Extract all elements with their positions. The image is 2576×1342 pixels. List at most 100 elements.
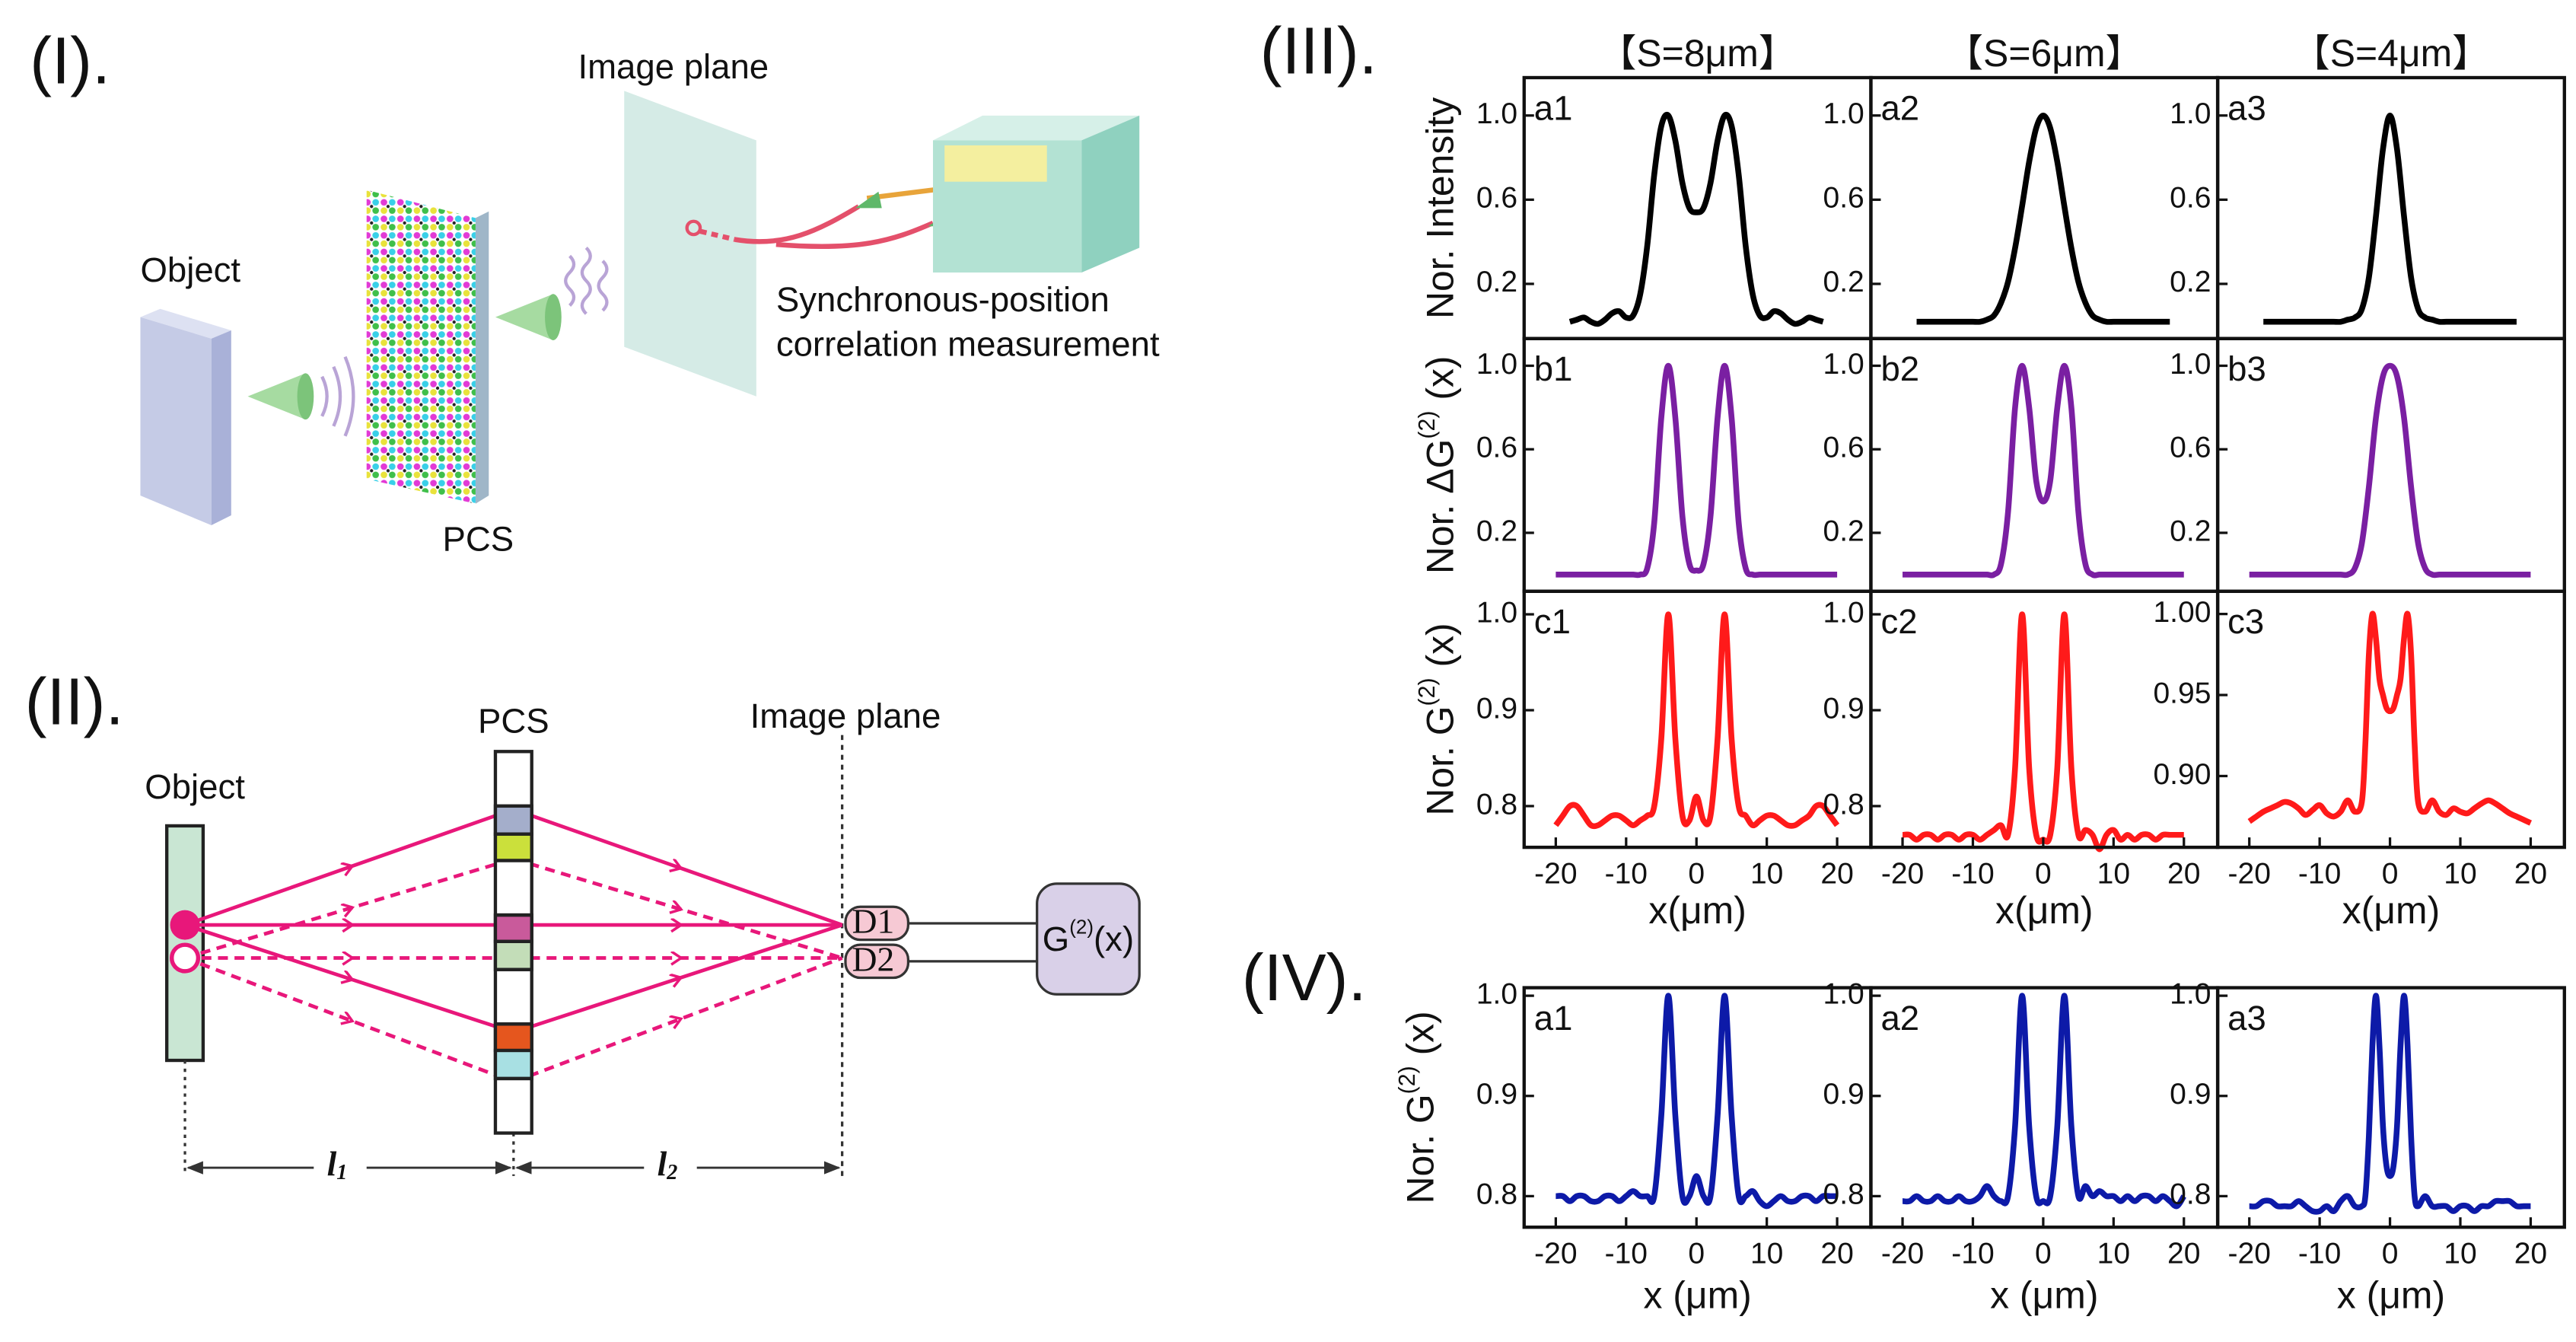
panel-label: (III). [1260,14,1377,88]
object-label: Object [140,250,240,289]
column-title: 【S=8μm】 [1598,32,1796,75]
wave [564,246,609,315]
y-axis-label-part: Nor. ΔG [1419,439,1462,575]
ray [513,923,843,1034]
panel-ii: (II). PCS Image plane Object [25,665,1141,1185]
plot-frame [1869,336,2220,593]
y-tick-label: 0.9 [2170,1078,2211,1111]
y-tick-label: 0.6 [1476,182,1517,215]
y-tick-label: 0.95 [2153,677,2211,709]
ray [513,857,843,960]
y-tick-label: 0.2 [1476,266,1517,298]
y-tick-label: 0.8 [1476,788,1517,821]
y-tick-label: 0.2 [2170,266,2211,298]
y-tick-label: 1.0 [2170,977,2211,1010]
curve [1555,993,1838,1210]
l-sub: 2 [666,1161,677,1184]
panel-label: c1 [1534,602,1571,641]
x-tick-label: 20 [1820,1237,1853,1270]
ray [184,923,514,1034]
panel-label: c2 [1880,602,1917,641]
pcs-column [493,750,533,1135]
x-axis-label: x (μm) [1643,1274,1751,1317]
image-plane-label: Image plane [750,697,941,735]
column-title: 【S=6μm】 [1945,32,2143,75]
fiber [775,220,935,250]
y-tick-label: 1.0 [1476,348,1517,381]
curve [1916,112,2170,325]
y-tick-label: 1.0 [2170,348,2211,381]
y-tick-label: 0.6 [2170,182,2211,215]
source-point [170,910,200,940]
x-tick-label: 20 [2167,857,2200,890]
y-axis-label-part: (x) [1419,355,1462,410]
y-tick-label: 0.8 [2170,1178,2211,1211]
y-tick-label: 1.0 [2170,97,2211,130]
panel-label: a3 [2227,88,2266,127]
panel-label: a2 [1880,999,1919,1038]
pcs-plate [366,190,476,504]
y-tick-label: 0.90 [2153,758,2211,791]
object-front [140,317,212,526]
object-label: Object [145,767,245,806]
wave [320,355,355,437]
y-tick-label: 1.0 [1476,97,1517,130]
curve [1902,611,2184,853]
plot-frame [1522,986,1873,1229]
measurement-label: Synchronous-position [776,280,1110,319]
x-axis-label: x (μm) [2337,1274,2445,1317]
plot-frame [1869,589,2220,850]
x-tick-label: -10 [1605,857,1648,890]
column-title: 【S=4μm】 [2292,32,2490,75]
curve [2249,993,2531,1215]
l-label: l [327,1145,337,1184]
curve [1903,362,2184,579]
x-tick-label: -20 [2227,857,2270,890]
x-axis-label: x(μm) [1648,889,1746,932]
x-tick-label: -20 [2227,1237,2270,1270]
y-tick-label: 1.0 [1476,977,1517,1010]
y-tick-label: 1.0 [1823,348,1864,381]
image-plane [624,91,756,397]
fiber [734,204,861,244]
curve [1553,611,1840,830]
curve [1555,362,1838,579]
panel-label: b1 [1534,349,1573,388]
box-side [1081,115,1140,273]
box-top [932,115,1140,141]
x-tick-label: -10 [1951,1237,1994,1270]
y-axis-label-part: (2) [1395,1066,1420,1094]
distance-label: l2 [658,1145,678,1185]
y-tick-label: 0.6 [1823,432,1864,464]
ray [513,956,843,1084]
pcs-cell [493,832,533,862]
y-axis-label-part: Nor. G [1399,1094,1442,1203]
g-arg: (x) [1094,920,1134,958]
box-display [944,145,1047,182]
pcs-cell [493,913,533,943]
y-tick-label: 0.2 [1823,266,1864,298]
rays [184,807,843,1084]
x-tick-label: -10 [1951,857,1994,890]
y-axis-label-part: (2) [1415,411,1440,439]
correlator-label: G(2)(x) [1043,915,1134,958]
y-axis-label: Nor. G(2) (x) [1395,1011,1442,1203]
y-tick-label: 0.8 [1823,1178,1864,1211]
x-tick-label: 20 [2514,1237,2547,1270]
pcs-cell [493,804,533,836]
y-axis-label: Nor. ΔG(2) (x) [1415,355,1462,574]
fiber [699,228,736,242]
x-tick-label: -20 [1881,1237,1924,1270]
g-sup: (2) [1069,915,1094,938]
y-axis-label: Nor. G(2) (x) [1415,623,1462,815]
detector [855,191,882,209]
x-tick-label: 0 [2382,1237,2399,1270]
panel-label: b2 [1880,349,1919,388]
x-tick-label: 10 [1750,1237,1783,1270]
curve [2263,112,2517,325]
source-point [169,942,201,974]
l-sub: 1 [336,1161,347,1184]
curve [2249,362,2531,579]
ray [513,807,843,927]
y-tick-label: 0.8 [1823,788,1864,821]
